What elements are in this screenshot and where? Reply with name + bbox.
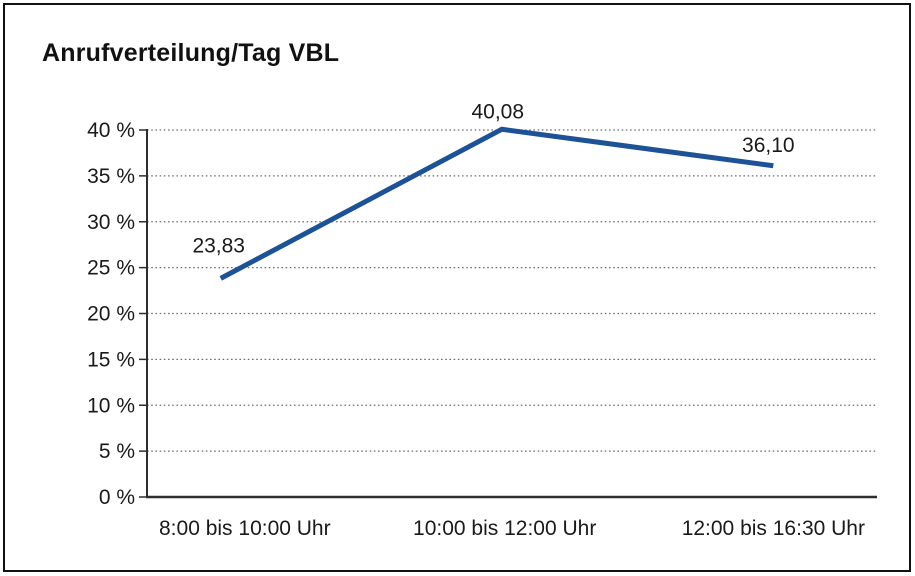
y-axis-label: 0 %	[99, 486, 135, 509]
x-axis-label: 10:00 bis 12:00 Uhr	[413, 517, 596, 540]
chart-title: Anrufverteilung/Tag VBL	[42, 39, 340, 67]
x-axis-label: 12:00 bis 16:30 Uhr	[682, 517, 865, 540]
y-axis-label: 25 %	[87, 257, 135, 280]
y-axis-label: 15 %	[87, 348, 135, 371]
y-axis-label: 35 %	[87, 165, 135, 188]
line-chart: 0 % 5 % 10 % 15 % 20 % 25 % 30 % 35 % 40 % 8:00 b…	[87, 100, 877, 540]
x-axis-label: 8:00 bis 10:00 Uhr	[159, 517, 331, 540]
data-label: 40,08	[471, 100, 524, 123]
series-line	[219, 126, 774, 281]
y-axis-label: 30 %	[87, 211, 135, 234]
chart-frame: Anrufverteilung/Tag VBL 0 % 5 % 10 % 15 % 20…	[3, 3, 911, 572]
y-axis-label: 20 %	[87, 303, 135, 326]
data-label: 36,10	[742, 134, 795, 157]
y-axis-label: 5 %	[99, 440, 135, 463]
data-label: 23,83	[192, 234, 245, 257]
y-axis-label: 40 %	[87, 119, 135, 142]
y-axis-label: 10 %	[87, 394, 135, 417]
